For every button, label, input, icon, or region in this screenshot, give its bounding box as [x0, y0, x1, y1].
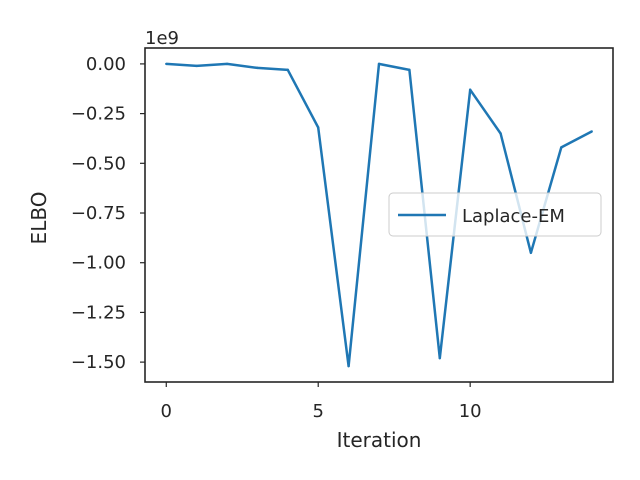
y-tick-label: 0.00	[86, 54, 126, 75]
y-tick-label: −1.25	[71, 302, 126, 323]
data-point	[590, 130, 593, 133]
legend: Laplace-EM	[388, 192, 602, 237]
y-tick-label: −0.50	[71, 153, 126, 174]
data-point	[529, 251, 533, 254]
x-axis-title: Iteration	[337, 428, 422, 452]
y-tick-label: −0.75	[71, 203, 126, 224]
y-axis-ticks: 0.00 −0.25 −0.50 −0.75 −1.00 −1.25 −1.50	[71, 54, 145, 373]
data-point	[256, 66, 259, 70]
x-tick-label: 0	[161, 401, 172, 422]
plot-frame	[144, 47, 614, 383]
data-point	[468, 88, 472, 91]
data-point	[195, 64, 198, 68]
data-point	[499, 132, 502, 135]
data-point	[408, 68, 411, 72]
y-tick-label: −1.50	[71, 352, 126, 373]
data-point	[347, 364, 350, 368]
legend-box	[388, 192, 602, 237]
data-point	[438, 356, 441, 360]
data-point	[317, 126, 320, 129]
data-point	[286, 68, 290, 72]
y-axis-title: ELBO	[27, 192, 51, 245]
legend-label: Laplace-EM	[462, 206, 565, 227]
x-axis-ticks: 0 5 10	[161, 382, 482, 422]
data-point	[560, 146, 563, 149]
x-tick-label: 10	[459, 401, 482, 422]
data-point	[225, 62, 229, 66]
data-point	[165, 62, 168, 66]
x-tick-label: 5	[312, 401, 323, 422]
y-offset-label: 1e9	[145, 28, 179, 49]
y-tick-label: −0.25	[71, 104, 126, 125]
data-point	[377, 62, 381, 66]
y-tick-label: −1.00	[71, 253, 126, 274]
